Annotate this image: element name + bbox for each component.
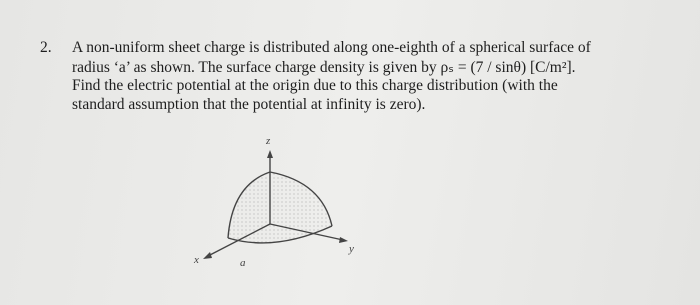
axis-label: z <box>265 135 271 147</box>
problem-line: radius ‘a’ as shown. The surface charge … <box>72 59 576 76</box>
problem-line: A non-uniform sheet charge is distribute… <box>72 39 591 56</box>
radius-label: a <box>240 257 246 269</box>
axes <box>207 155 344 257</box>
axis-label: y <box>348 243 354 255</box>
problem-number: 2. <box>40 39 52 56</box>
octant-surface <box>228 172 332 243</box>
arrow <box>339 237 348 243</box>
arrow <box>267 150 273 158</box>
axis-label: x <box>193 254 199 266</box>
problem-line: standard assumption that the potential a… <box>72 96 426 113</box>
problem-line: Find the electric potential at the origi… <box>72 77 558 94</box>
arrow <box>203 252 212 259</box>
